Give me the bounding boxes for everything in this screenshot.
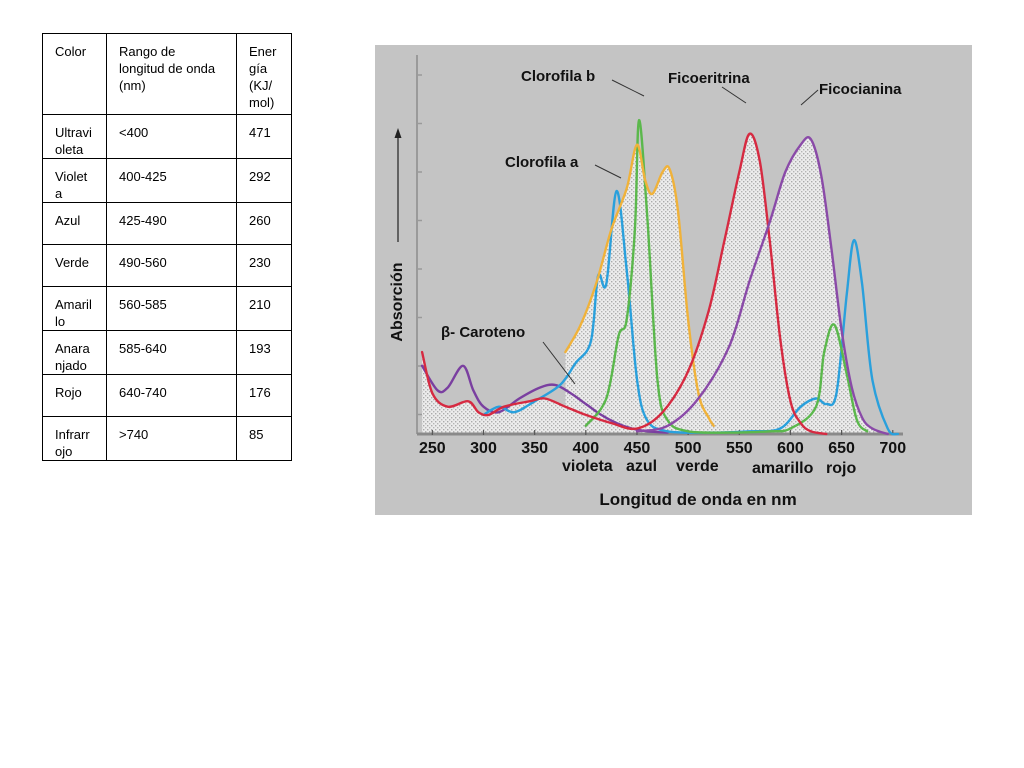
color-band-labels: violeta azul verde amarillo rojo — [562, 458, 856, 477]
cell-range: 425-490 — [106, 202, 237, 245]
header-wavelength-range: Rango de longitud de onda (nm) — [106, 33, 237, 115]
cell-energy: 210 — [236, 286, 292, 331]
cell-energy: 471 — [236, 114, 292, 159]
table-row: Verde 490-560 230 — [42, 244, 292, 287]
series-label: Ficocianina — [819, 81, 902, 98]
cell-color: Anara njado — [42, 330, 107, 375]
table-row: Anara njado 585-640 193 — [42, 330, 292, 375]
table-row: Rojo 640-740 176 — [42, 374, 292, 417]
area-shading — [565, 144, 714, 434]
cell-range: 490-560 — [106, 244, 237, 287]
y-axis-label: Absorción — [389, 262, 406, 341]
cell-range: >740 — [106, 416, 237, 461]
series-label: Clorofila b — [521, 68, 595, 85]
cell-energy: 230 — [236, 244, 292, 287]
series-line-2 — [584, 118, 869, 434]
cell-color: Infrarr ojo — [42, 416, 107, 461]
series-line-5 — [635, 136, 889, 436]
absorption-shading — [422, 133, 888, 434]
x-tick-label: 700 — [879, 440, 906, 457]
x-axis-label: Longitud de onda en nm — [599, 490, 796, 509]
y-axis-arrow — [394, 128, 402, 242]
area-shading — [637, 137, 888, 434]
table-row: Amaril lo 560-585 210 — [42, 286, 292, 331]
series-line-1 — [482, 189, 900, 436]
cell-range: 400-425 — [106, 158, 237, 203]
x-axis-ticks: 250 300 350 400 450 500 550 600 650 700 — [419, 430, 906, 457]
x-tick-label: 600 — [777, 440, 804, 457]
cell-color: Azul — [42, 202, 107, 245]
series-line-3 — [564, 143, 715, 427]
label-leader-line — [721, 86, 747, 104]
color-band-label: azul — [626, 458, 657, 475]
x-tick-label: 650 — [828, 440, 855, 457]
series-label: Clorofila a — [505, 154, 579, 171]
cell-range: 560-585 — [106, 286, 237, 331]
cell-range: <400 — [106, 114, 237, 159]
series-labels: β- Caroteno Clorofila a Clorofila b Ficoeri… — [441, 68, 902, 385]
color-band-label: violeta — [562, 458, 613, 475]
x-tick-label: 400 — [572, 440, 599, 457]
label-leader-line — [542, 341, 576, 385]
color-band-label: verde — [676, 458, 719, 475]
header-energy: Ener gía (KJ/ mol) — [236, 33, 292, 115]
table-header-row: Color Rango de longitud de onda (nm) Ene… — [42, 33, 292, 115]
label-leader-line — [594, 164, 622, 179]
x-tick-label: 450 — [624, 440, 651, 457]
absorption-chart-svg: 250 300 350 400 450 500 550 600 650 700 Absorción… — [389, 55, 906, 509]
x-tick-label: 350 — [521, 440, 548, 457]
cell-range: 640-740 — [106, 374, 237, 417]
table-row: Azul 425-490 260 — [42, 202, 292, 245]
cell-color: Rojo — [42, 374, 107, 417]
label-leader-line — [611, 79, 645, 97]
x-tick-label: 500 — [675, 440, 702, 457]
chart-series — [420, 118, 900, 436]
cell-energy: 193 — [236, 330, 292, 375]
table-row: Ultravi oleta <400 471 — [42, 114, 292, 159]
cell-color: Amaril lo — [42, 286, 107, 331]
color-band-label: rojo — [826, 460, 856, 477]
header-color: Color — [42, 33, 107, 115]
table-row: Violet a 400-425 292 — [42, 158, 292, 203]
table-row: Infrarr ojo >740 85 — [42, 416, 292, 461]
series-line-4 — [420, 132, 828, 436]
color-band-label: amarillo — [752, 460, 814, 477]
x-tick-label: 250 — [419, 440, 446, 457]
cell-energy: 85 — [236, 416, 292, 461]
label-leader-line — [800, 89, 819, 106]
series-label: Ficoeritrina — [668, 70, 750, 87]
series-label: β- Caroteno — [441, 324, 525, 341]
cell-energy: 260 — [236, 202, 292, 245]
cell-energy: 176 — [236, 374, 292, 417]
cell-range: 585-640 — [106, 330, 237, 375]
absorption-spectrum-chart: 250 300 350 400 450 500 550 600 650 700 Absorción… — [375, 45, 972, 515]
cell-color: Ultravi oleta — [42, 114, 107, 159]
cell-energy: 292 — [236, 158, 292, 203]
series-line-0 — [420, 364, 669, 434]
cell-color: Violet a — [42, 158, 107, 203]
x-tick-label: 300 — [470, 440, 497, 457]
x-tick-label: 550 — [726, 440, 753, 457]
cell-color: Verde — [42, 244, 107, 287]
energy-table: Color Rango de longitud de onda (nm) Ene… — [42, 33, 292, 461]
y-axis-ticks — [417, 74, 422, 416]
